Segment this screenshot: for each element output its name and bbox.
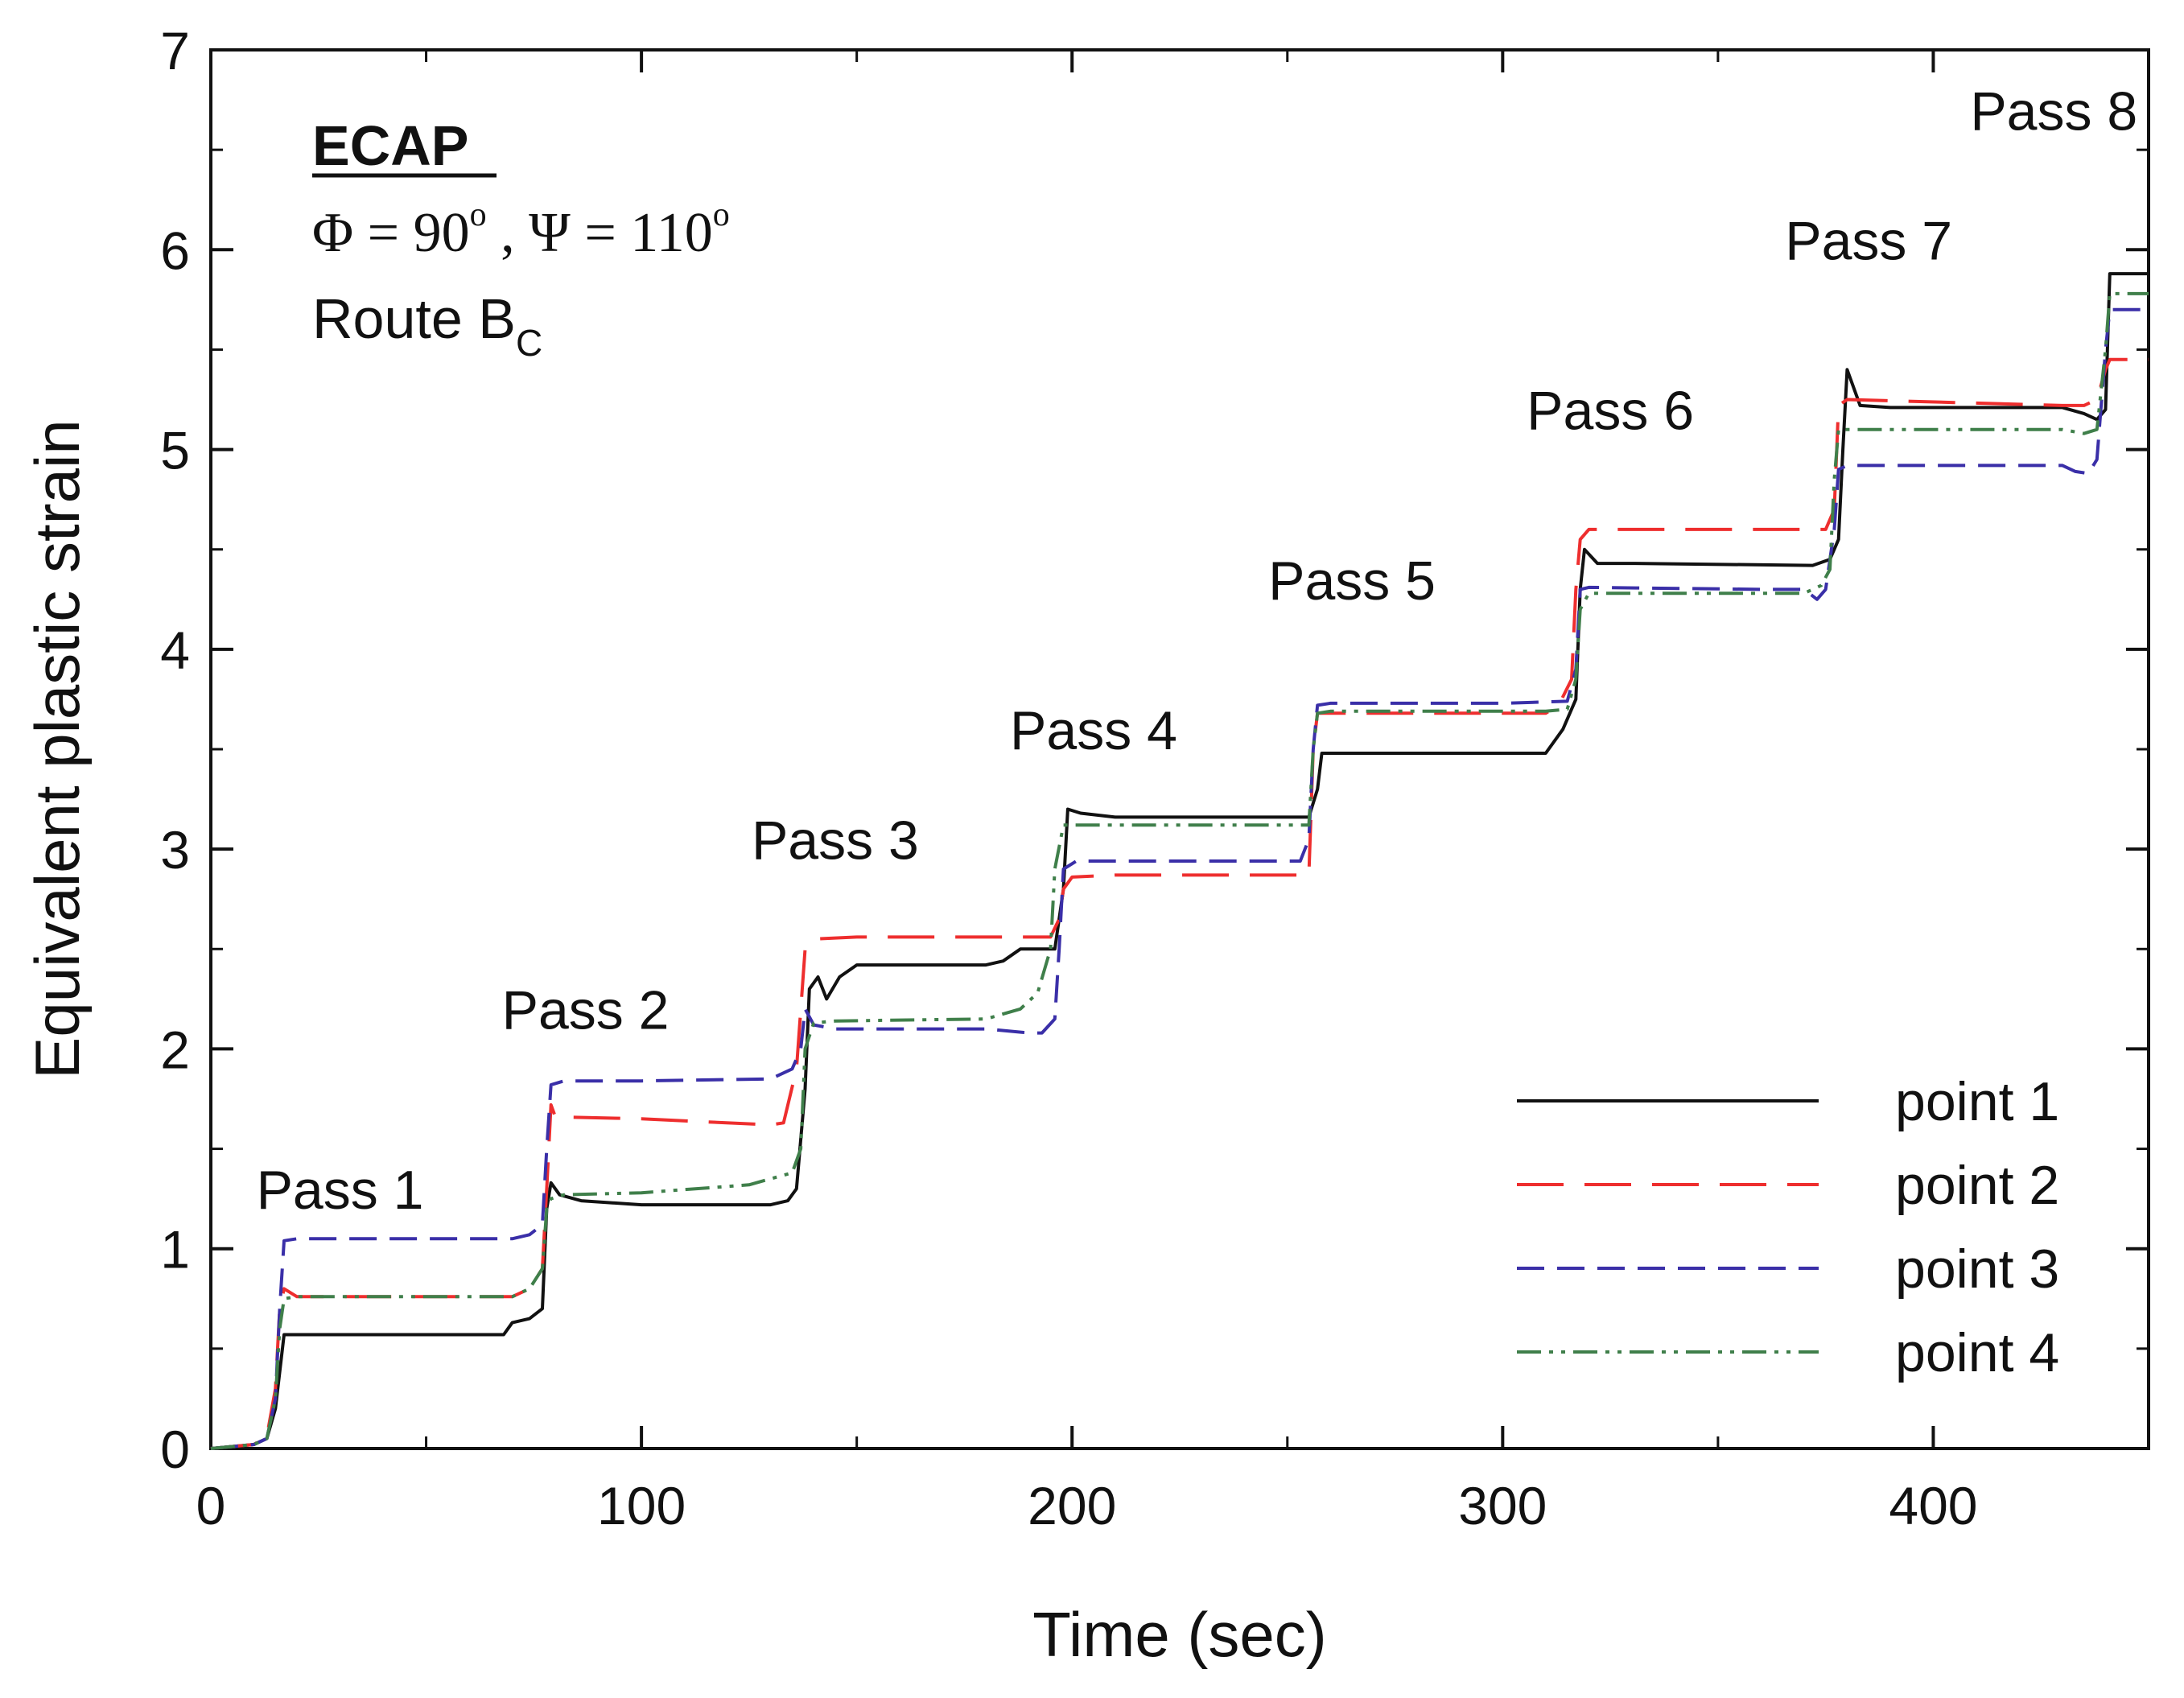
series-line-point-3 <box>210 307 2149 1450</box>
legend-label: point 3 <box>1895 1238 2059 1300</box>
pass-label: Pass 2 <box>502 980 670 1041</box>
process-label: ECAP <box>312 114 468 177</box>
y-tick-label: 1 <box>160 1220 190 1280</box>
y-tick-label: 0 <box>160 1420 190 1479</box>
pass-label: Pass 7 <box>1785 211 1952 272</box>
series-line-point-2 <box>210 357 2149 1450</box>
series-line-point-4 <box>210 291 2149 1450</box>
phi-equals: = <box>353 202 413 264</box>
annotation-block: ECAP Φ = 90o , Ψ = 110o Route BC <box>312 114 730 364</box>
series-line-point-1 <box>210 272 2149 1450</box>
phi-symbol: Φ <box>312 202 353 264</box>
y-tick-label: 6 <box>160 220 190 280</box>
angle-separator: , <box>487 202 530 264</box>
y-tick-label: 5 <box>160 421 190 480</box>
x-tick-label: 300 <box>1458 1476 1547 1535</box>
route-prefix: Route B <box>312 287 516 350</box>
pass-label: Pass 5 <box>1268 550 1436 612</box>
phi-value: 90 <box>414 202 470 264</box>
psi-equals: = <box>571 202 630 264</box>
legend-label: point 4 <box>1895 1322 2059 1383</box>
x-tick-label: 0 <box>196 1476 226 1535</box>
pass-labels: Pass 1 Pass 2 Pass 3 Pass 4 Pass 5 Pass 6 Pass… <box>257 80 2138 1221</box>
route-label: Route BC <box>312 287 542 364</box>
pass-label: Pass 4 <box>1010 700 1177 761</box>
x-tick-label: 100 <box>597 1476 686 1535</box>
y-axis-label: Equivalent plastic strain <box>22 419 93 1078</box>
y-tick-label: 3 <box>160 820 190 880</box>
psi-value: 110 <box>630 202 712 264</box>
legend: point 1 point 2 point 3 point 4 <box>1517 1071 2059 1383</box>
phi-degree: o <box>470 196 487 233</box>
axes: 0 1 2 3 4 5 6 7 0 100 200 300 400 <box>160 21 2149 1535</box>
x-tick-label: 200 <box>1028 1476 1116 1535</box>
pass-label: Pass 8 <box>1970 80 2137 142</box>
pass-label: Pass 6 <box>1527 381 1694 442</box>
y-tick-label: 4 <box>160 620 190 680</box>
angle-formula: Φ = 90o , Ψ = 110o <box>312 196 730 264</box>
y-tick-label: 2 <box>160 1020 190 1079</box>
series-layer <box>210 272 2149 1450</box>
legend-label: point 2 <box>1895 1155 2059 1216</box>
psi-symbol: Ψ <box>529 202 571 264</box>
legend-label: point 1 <box>1895 1071 2059 1132</box>
x-tick-label: 400 <box>1889 1476 1977 1535</box>
route-subscript: C <box>516 322 542 364</box>
x-axis-label: Time (sec) <box>1032 1599 1326 1670</box>
pass-label: Pass 1 <box>257 1160 424 1221</box>
pass-label: Pass 3 <box>752 810 919 872</box>
y-tick-label: 7 <box>160 21 190 80</box>
psi-degree: o <box>713 196 730 233</box>
